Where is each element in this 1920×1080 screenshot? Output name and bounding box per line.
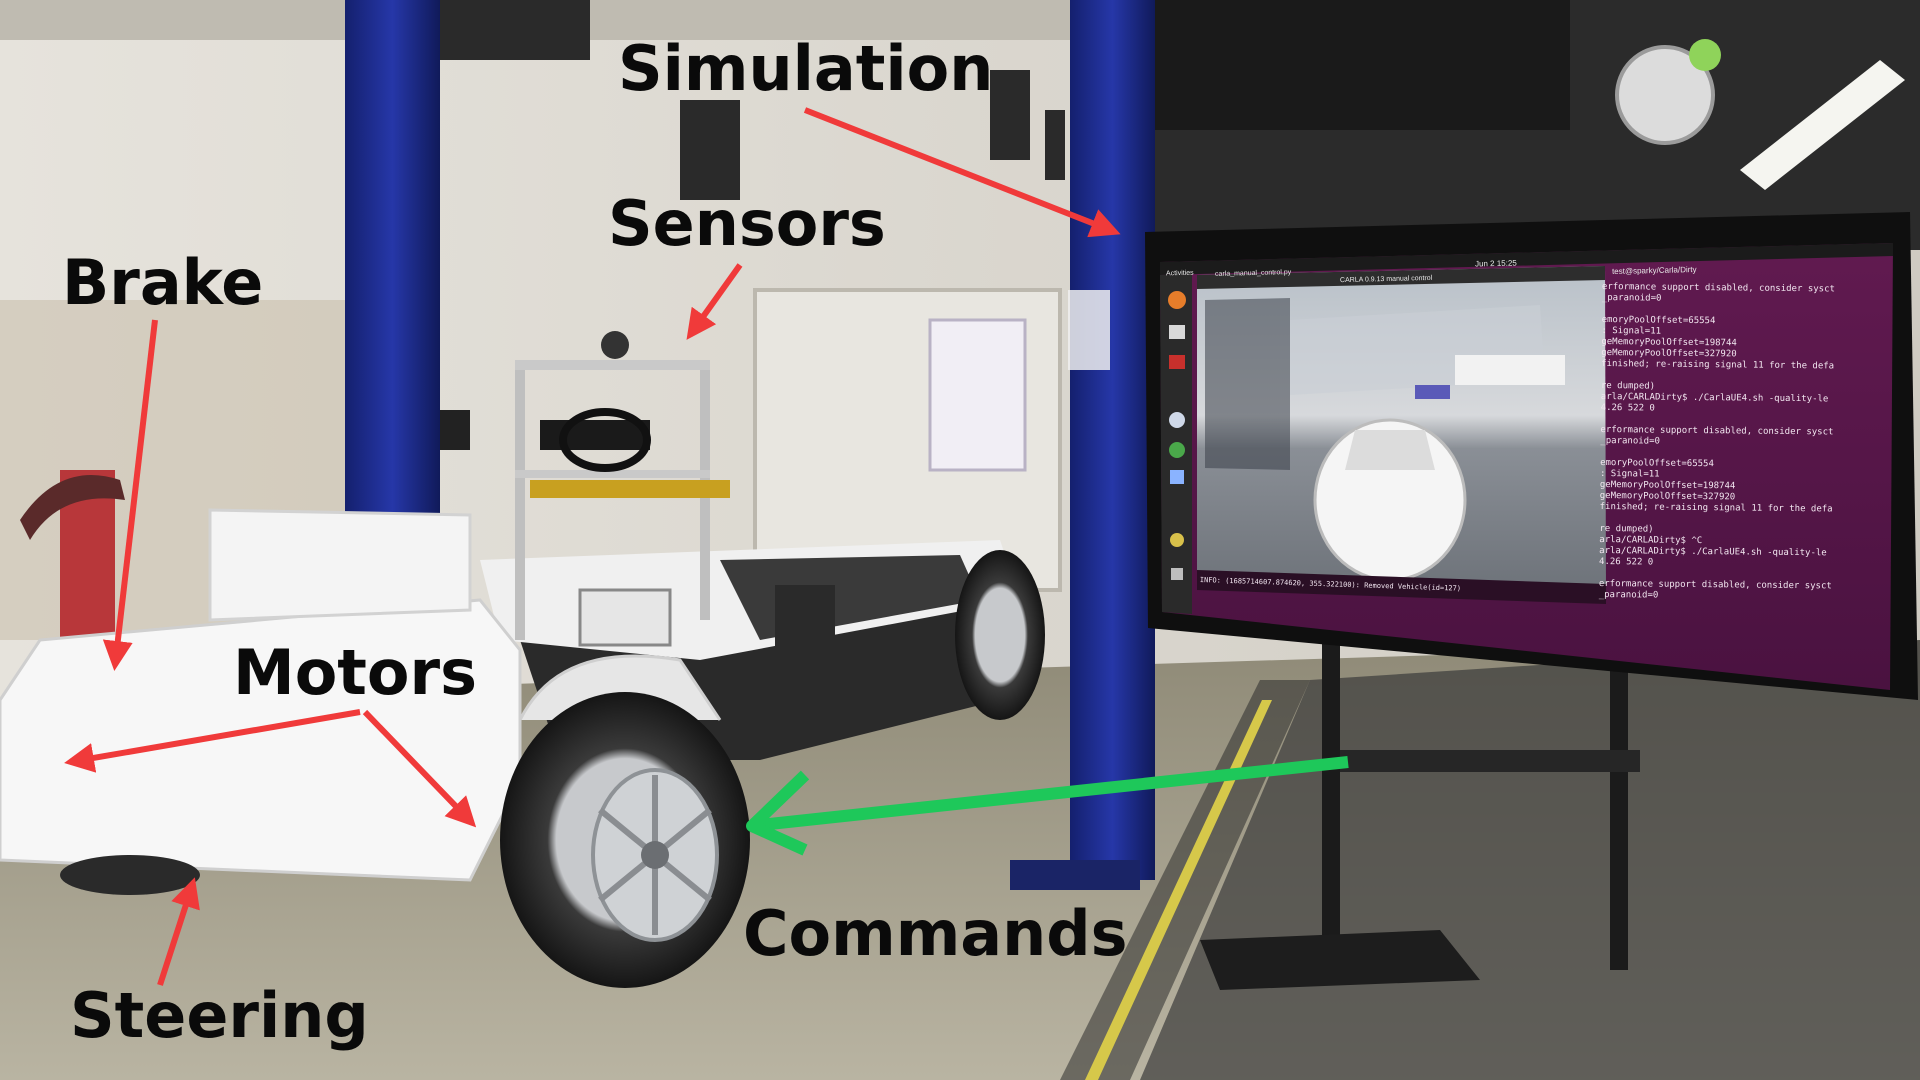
steering-wheel-rig: [540, 420, 650, 450]
label-sensors: Sensors: [608, 187, 886, 260]
motors-arrow-right: [362, 709, 477, 828]
files-icon: [1169, 325, 1185, 339]
lift-pillar-right: [1070, 0, 1155, 880]
help-icon: [1170, 533, 1184, 547]
console-strip: [1197, 570, 1606, 604]
rear-wheel: [955, 550, 1045, 720]
label-commands: Commands: [743, 897, 1128, 970]
ceiling-light: [1740, 60, 1905, 190]
wall-poster: [928, 318, 1027, 472]
window: [990, 70, 1030, 160]
commands-arrow: [746, 756, 1349, 856]
keyboard-shelf: [1340, 750, 1640, 772]
car-seat-panel: [208, 508, 472, 622]
topbar-activities[interactable]: Activities: [1165, 269, 1194, 278]
floor-yellow-line: [1085, 700, 1272, 1080]
topbar-clock[interactable]: Jun 2 15:25: [1474, 258, 1517, 269]
firefox-icon: [1168, 291, 1186, 309]
sensors-arrow: [686, 263, 743, 340]
app-icon: [1169, 442, 1185, 458]
terminal-line: _paranoid=0: [1598, 589, 1659, 601]
ubuntu-topbar: [1160, 243, 1893, 275]
label-simulation: Simulation: [618, 32, 994, 105]
editor-icon: [1170, 470, 1184, 484]
label-motors: Motors: [233, 636, 478, 709]
sim-bus: [1455, 355, 1565, 385]
simulation-arrow: [803, 107, 1121, 238]
apps-grid-icon: [1171, 568, 1183, 580]
motors-arrow-left: [64, 709, 361, 773]
steering-arrow: [157, 877, 200, 986]
laptop-2: [775, 585, 835, 655]
sim-car: [1415, 385, 1450, 399]
window: [680, 100, 740, 200]
label-brake: Brake: [62, 246, 264, 319]
steering-motor: [60, 855, 200, 895]
terminal-output: erformance support disabled, consider sy…: [1599, 282, 1892, 605]
lift-pillar-left: [345, 0, 440, 520]
brake-arrow: [102, 319, 158, 671]
sensor-rig-post: [515, 360, 525, 640]
lidar-sensor: [601, 331, 629, 359]
monitor-stand: [1322, 630, 1340, 970]
software-icon: [1169, 355, 1185, 369]
chrome-icon: [1169, 412, 1185, 428]
laptop: [578, 588, 672, 647]
carla-hud-panel: [1205, 298, 1290, 470]
label-steering: Steering: [70, 979, 369, 1052]
wall-fan-icon: [1615, 45, 1715, 145]
window: [440, 0, 590, 60]
